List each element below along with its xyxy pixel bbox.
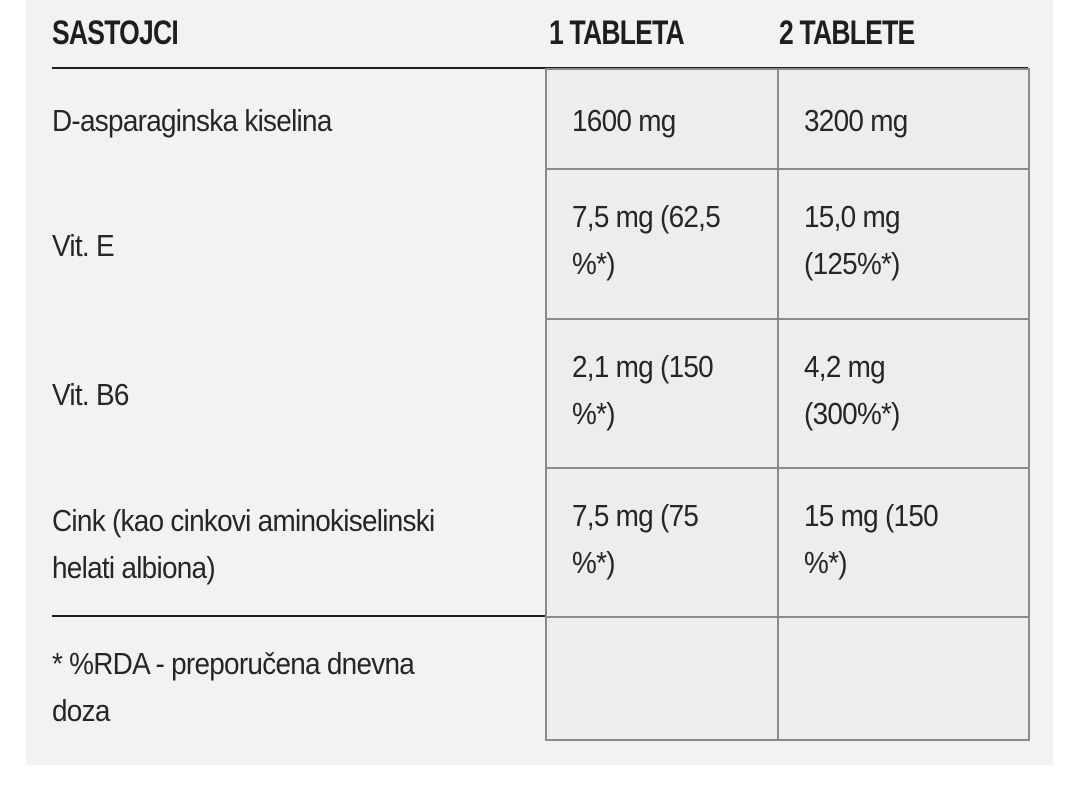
footnote: * %RDA - preporučena dnevna doza <box>52 646 415 728</box>
one-tablet-value: 2,1 mg (150 %*) <box>572 349 714 431</box>
one-tablet-value: 7,5 mg (62,5 %*) <box>572 199 721 281</box>
table-cell <box>777 68 1030 170</box>
table-cell <box>777 467 1030 618</box>
table-cell <box>545 467 779 618</box>
one-tablet-value: 7,5 mg (75 %*) <box>572 498 699 580</box>
two-tablets-value: 4,2 mg (300%*) <box>804 349 900 431</box>
footnote-divider <box>52 615 545 617</box>
ingredient-name: Vit. E <box>52 227 115 263</box>
table-cell <box>545 616 779 741</box>
table-cell <box>545 68 779 170</box>
ingredient-name: D-asparaginska kiselina <box>52 102 332 138</box>
one-tablet-value: 1600 mg <box>572 102 676 138</box>
ingredient-name: Cink (kao cinkovi aminokiselinski helati… <box>52 502 435 585</box>
table-cell <box>545 168 779 320</box>
ingredient-name: Vit. B6 <box>52 377 129 412</box>
two-tablets-value: 15 mg (150 %*) <box>804 498 939 580</box>
header-ingredients: SASTOJCI <box>52 14 179 52</box>
header-two-tablets: 2 TABLETE <box>779 14 915 52</box>
header-divider <box>52 67 1028 69</box>
header-one-tablet: 1 TABLETA <box>549 14 685 52</box>
table-cell <box>777 616 1030 741</box>
two-tablets-value: 3200 mg <box>804 102 908 138</box>
two-tablets-value: 15,0 mg (125%*) <box>804 199 901 281</box>
